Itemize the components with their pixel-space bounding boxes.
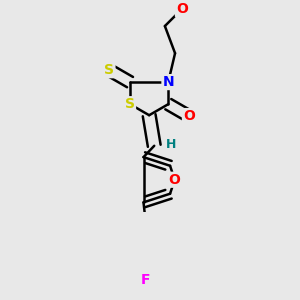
- Text: N: N: [163, 75, 174, 89]
- Text: O: O: [183, 109, 195, 123]
- Text: F: F: [140, 274, 150, 287]
- Text: S: S: [104, 63, 114, 77]
- Text: H: H: [166, 138, 176, 151]
- Text: O: O: [169, 173, 181, 187]
- Text: S: S: [125, 97, 135, 111]
- Text: O: O: [176, 2, 188, 16]
